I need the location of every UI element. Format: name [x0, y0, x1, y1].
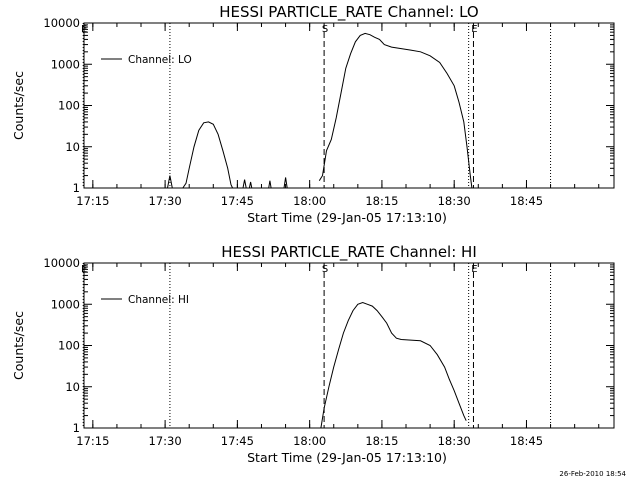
- event-marker-label: S: [322, 24, 328, 35]
- series-line: [320, 301, 467, 429]
- chart-panel: HESSI PARTICLE_RATE Channel: HI 1 10 100 100…: [11, 243, 615, 465]
- legend-label: Channel: LO: [128, 54, 192, 66]
- event-marker-label: S: [322, 264, 328, 275]
- y-tick-label: 10: [65, 140, 80, 154]
- event-marker-label: E: [81, 264, 87, 275]
- y-tick-label: 100: [58, 99, 80, 113]
- y-tick-label: 1: [73, 181, 80, 195]
- x-axis-label: Start Time (29-Jan-05 17:13:10): [247, 450, 447, 465]
- series-line: [242, 179, 247, 189]
- y-tick-label: 10000: [43, 256, 80, 270]
- x-tick-label: 18:45: [510, 434, 543, 448]
- x-tick-label: 18:15: [365, 434, 398, 448]
- series-line: [318, 32, 473, 189]
- chart-title: HESSI PARTICLE_RATE Channel: LO: [219, 3, 478, 22]
- legend-label: Channel: HI: [128, 294, 189, 306]
- y-tick-label: 1000: [51, 57, 80, 71]
- series-line: [248, 181, 253, 189]
- y-tick-label: 10000: [43, 16, 80, 30]
- x-tick-label: 18:00: [293, 194, 326, 208]
- x-tick-label: 17:45: [221, 434, 254, 448]
- y-tick-label: 1: [73, 421, 80, 435]
- footer-timestamp: 26-Feb-2010 18:54: [559, 470, 626, 478]
- x-axis-label: Start Time (29-Jan-05 17:13:10): [247, 210, 447, 225]
- x-tick-label: 18:45: [510, 194, 543, 208]
- y-tick-label: 1000: [51, 297, 80, 311]
- x-tick-label: 18:00: [293, 434, 326, 448]
- series-line: [182, 121, 234, 189]
- plot-frame: [83, 262, 615, 429]
- event-marker-label: E: [471, 24, 477, 35]
- series-line: [167, 175, 173, 189]
- x-tick-label: 17:15: [76, 434, 109, 448]
- chart-title: HESSI PARTICLE_RATE Channel: HI: [221, 243, 477, 262]
- chart-panel: HESSI PARTICLE_RATE Channel: LO 1 10 100 100…: [11, 3, 615, 225]
- series-line: [268, 180, 272, 189]
- x-tick-label: 17:30: [149, 434, 182, 448]
- y-axis-label: Counts/sec: [11, 71, 26, 140]
- event-marker-label: E: [471, 264, 477, 275]
- x-tick-label: 18:30: [438, 194, 471, 208]
- series-line: [283, 177, 288, 189]
- x-tick-label: 18:15: [365, 194, 398, 208]
- y-tick-label: 10: [65, 380, 80, 394]
- x-tick-label: 17:30: [149, 194, 182, 208]
- x-tick-label: 17:15: [76, 194, 109, 208]
- plot-frame: [83, 22, 615, 189]
- y-axis-label: Counts/sec: [11, 311, 26, 380]
- y-tick-label: 100: [58, 339, 80, 353]
- x-tick-label: 18:30: [438, 434, 471, 448]
- event-marker-label: E: [81, 24, 87, 35]
- x-tick-label: 17:45: [221, 194, 254, 208]
